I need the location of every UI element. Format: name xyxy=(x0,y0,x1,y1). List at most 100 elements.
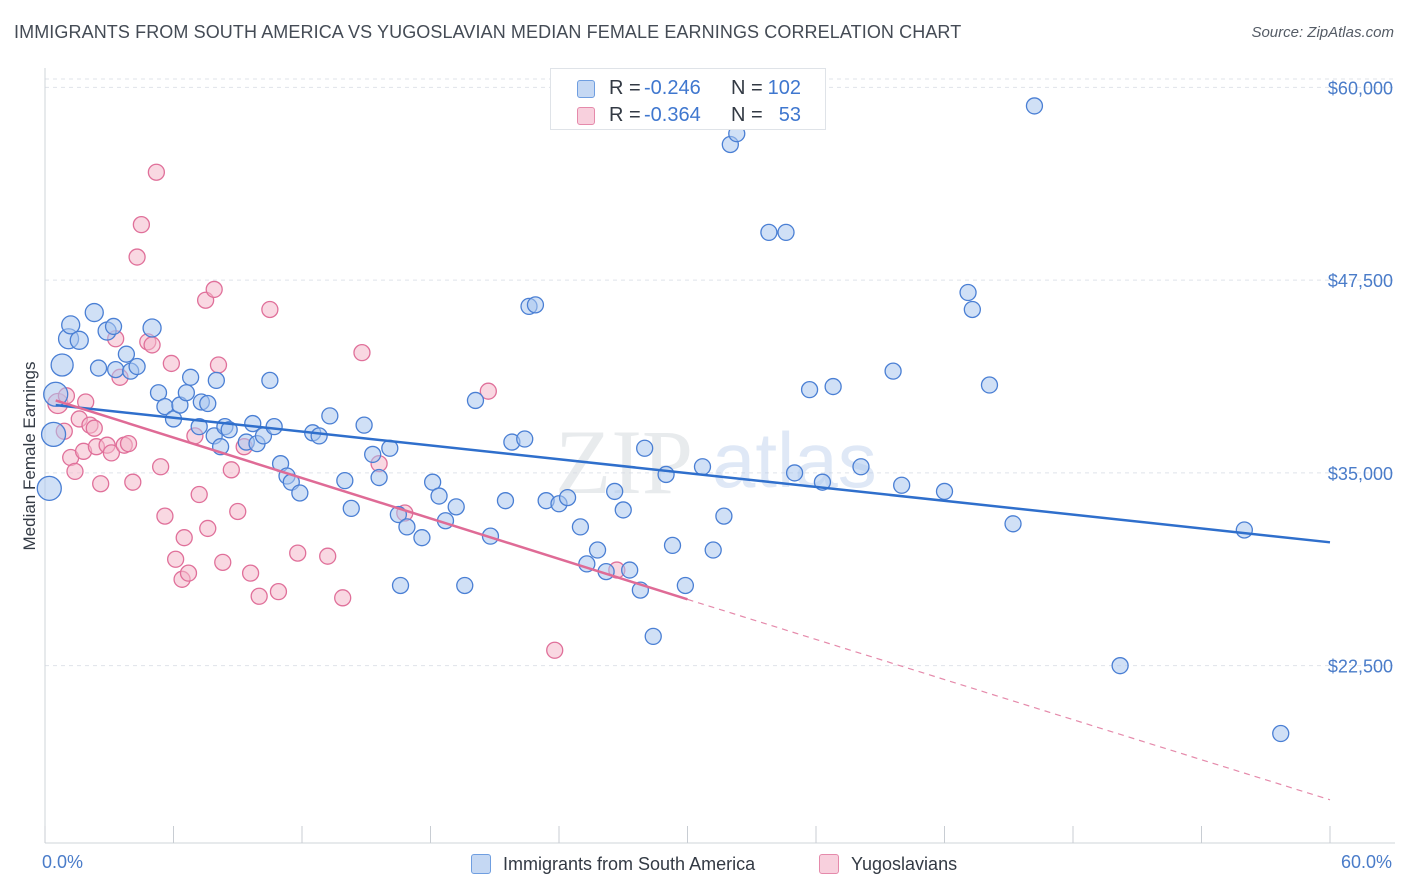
data-point xyxy=(199,394,217,413)
data-point xyxy=(398,518,416,536)
source-label: Source: ZipAtlas.com xyxy=(1251,24,1394,41)
y-tick-labels: $22,500 $35,000 $47,500 $60,000 xyxy=(1328,78,1393,676)
data-point xyxy=(205,280,223,299)
data-point xyxy=(92,475,110,493)
data-point xyxy=(107,360,125,379)
data-point xyxy=(777,223,795,242)
data-point xyxy=(156,507,174,525)
data-point xyxy=(336,471,354,490)
data-point xyxy=(479,382,497,400)
data-point xyxy=(466,391,485,410)
data-point xyxy=(289,544,307,562)
series-legend: Immigrants from South America Yugoslavia… xyxy=(0,851,1406,879)
watermark: ZIP atlas xyxy=(555,411,877,513)
legend-swatch-pink xyxy=(819,854,839,874)
legend-swatch-blue xyxy=(577,80,595,98)
data-point xyxy=(104,317,123,336)
data-point xyxy=(852,458,870,476)
data-point xyxy=(119,434,138,453)
data-point xyxy=(84,302,104,323)
data-point xyxy=(143,336,161,354)
data-point xyxy=(209,356,228,374)
data-point xyxy=(102,444,121,462)
data-point xyxy=(147,163,166,181)
data-point xyxy=(321,407,339,425)
series-south-america-points xyxy=(36,97,1290,743)
data-point xyxy=(663,536,682,555)
y-tick-label: $35,000 xyxy=(1328,464,1393,484)
data-point xyxy=(61,315,81,335)
data-point xyxy=(963,300,981,319)
data-point xyxy=(342,499,360,518)
data-point xyxy=(558,488,577,507)
data-point xyxy=(175,529,193,547)
data-point xyxy=(636,439,654,457)
legend-row-south-america: R = -0.246 N = 102 xyxy=(551,74,825,102)
data-point xyxy=(621,561,639,579)
data-point xyxy=(220,421,238,439)
data-point xyxy=(40,421,67,448)
data-point xyxy=(606,482,624,501)
data-point xyxy=(704,541,722,559)
data-point xyxy=(50,353,74,377)
data-point xyxy=(391,576,410,595)
data-point xyxy=(207,371,225,390)
data-point xyxy=(190,418,208,436)
data-point xyxy=(265,418,283,436)
data-point xyxy=(250,587,268,605)
data-point xyxy=(269,583,288,601)
data-point xyxy=(229,502,247,521)
trend-line-yugoslavians xyxy=(55,399,688,601)
trend-line-south-america xyxy=(55,403,1331,544)
data-point xyxy=(884,362,902,380)
data-point xyxy=(1004,515,1022,533)
data-point xyxy=(128,248,146,266)
data-point xyxy=(1111,657,1129,675)
data-point xyxy=(364,445,382,464)
data-point xyxy=(222,461,240,479)
data-point xyxy=(935,482,954,501)
legend-r-value: -0.246 xyxy=(644,77,701,99)
data-point xyxy=(117,345,136,363)
y-axis-label: Median Female Earnings xyxy=(20,361,39,551)
data-point xyxy=(166,550,185,568)
data-point xyxy=(334,589,352,607)
data-point xyxy=(370,468,388,487)
data-point xyxy=(89,359,108,377)
data-point xyxy=(181,368,200,386)
data-point xyxy=(657,465,675,484)
legend-swatch-blue xyxy=(471,854,491,874)
data-point xyxy=(614,501,632,519)
legend-swatch-pink xyxy=(577,107,595,125)
data-point xyxy=(319,547,337,565)
data-point xyxy=(496,492,515,510)
legend-row-yugoslavians: R = -0.364 N = 53 xyxy=(551,101,825,129)
data-point xyxy=(571,518,590,536)
data-point xyxy=(241,564,260,582)
data-point xyxy=(190,485,208,504)
data-point xyxy=(644,627,662,646)
x-tick-max: 60.0% xyxy=(1340,852,1392,872)
data-point xyxy=(980,376,999,394)
data-point xyxy=(546,641,564,659)
data-point xyxy=(162,354,181,373)
data-point xyxy=(355,416,373,434)
data-point xyxy=(800,381,819,399)
data-point xyxy=(151,458,170,476)
data-point xyxy=(199,519,217,538)
data-point xyxy=(214,553,232,572)
data-point xyxy=(423,473,442,491)
data-point xyxy=(128,357,146,376)
data-point xyxy=(447,498,465,516)
data-point xyxy=(177,384,196,402)
y-tick-label: $22,500 xyxy=(1328,657,1393,677)
x-axis xyxy=(44,68,1395,844)
data-point xyxy=(1272,724,1290,743)
data-point xyxy=(310,427,328,445)
trend-line-yugoslavians-extension xyxy=(687,598,1331,801)
data-point xyxy=(179,564,198,582)
data-point xyxy=(526,296,545,314)
y-tick-label: $47,500 xyxy=(1328,271,1393,291)
data-point xyxy=(261,371,279,390)
